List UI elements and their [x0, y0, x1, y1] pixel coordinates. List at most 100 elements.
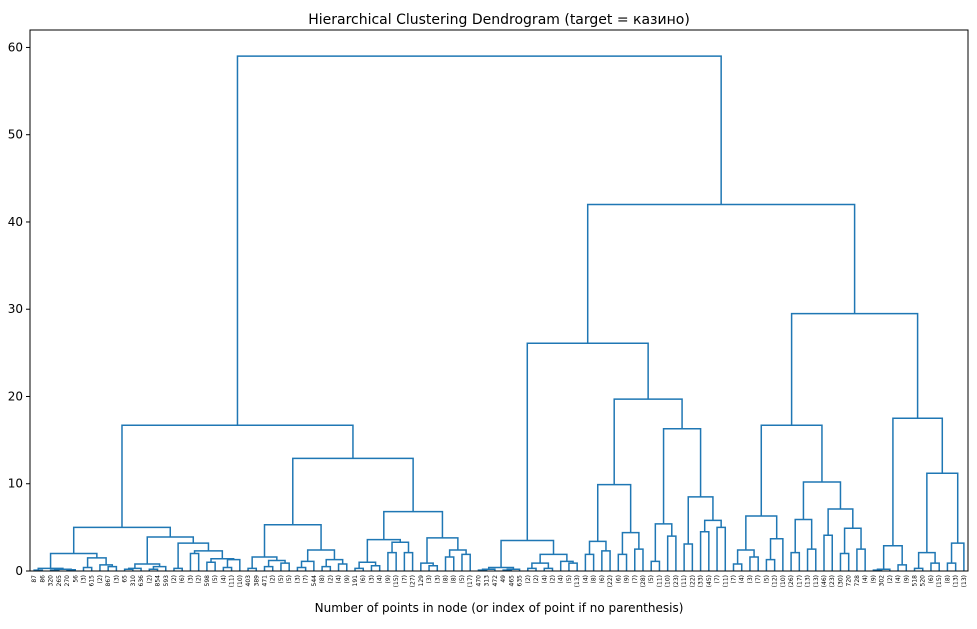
leaf-label: (30) — [837, 575, 844, 587]
leaf-label: (45) — [706, 575, 713, 587]
leaf-label: (3) — [426, 575, 433, 584]
link — [745, 515, 778, 551]
leaf-label: 389 — [253, 575, 260, 587]
link — [210, 558, 235, 563]
link — [148, 568, 159, 571]
leaf-label: (4) — [582, 575, 589, 584]
link — [806, 548, 817, 571]
link — [687, 496, 714, 544]
link — [802, 481, 842, 520]
link — [86, 557, 107, 568]
leaf-label: (3) — [747, 575, 754, 584]
link — [251, 556, 278, 569]
leaf-label: (7) — [632, 575, 639, 584]
leaf-label: (5) — [459, 575, 466, 584]
link — [856, 548, 866, 571]
link — [292, 457, 414, 525]
leaf-label: (9) — [903, 575, 910, 584]
y-tick-label: 10 — [8, 477, 23, 491]
link — [53, 568, 72, 571]
leaf-label: (27) — [410, 575, 417, 587]
leaf-label: (4) — [862, 575, 869, 584]
link — [321, 565, 332, 571]
leaf-label: 867 — [105, 575, 112, 587]
link — [662, 428, 702, 524]
leaf-label: (33) — [698, 575, 705, 587]
leaf-label: (9) — [870, 575, 877, 584]
link — [823, 534, 833, 571]
link — [843, 527, 862, 554]
link — [236, 55, 722, 426]
link — [263, 565, 274, 571]
link — [383, 510, 444, 540]
leaf-label: (5) — [763, 575, 770, 584]
link — [99, 564, 114, 571]
leaf-label: 320 — [48, 575, 55, 587]
link — [403, 551, 414, 571]
leaf-label: (8) — [944, 575, 951, 584]
plot-frame — [29, 29, 969, 572]
leaf-label: 129 — [418, 575, 425, 587]
link — [596, 483, 632, 542]
y-tick-label: 60 — [8, 40, 23, 54]
leaf-label: (15) — [393, 575, 400, 587]
leaf-label: (5) — [566, 575, 573, 584]
leaf-label: (2) — [146, 575, 153, 584]
link — [839, 552, 850, 571]
link — [559, 560, 574, 571]
link — [107, 565, 118, 571]
leaf-label: (5) — [212, 575, 219, 584]
leaf-label: (2) — [887, 575, 894, 584]
leaf-label: (4) — [377, 575, 384, 584]
leaf-label: (13) — [953, 575, 960, 587]
leaf-label: (17) — [796, 575, 803, 587]
leaf-label: (2) — [327, 575, 334, 584]
link — [749, 556, 759, 571]
leaf-label: (17) — [467, 575, 474, 587]
link — [366, 538, 402, 563]
link — [790, 551, 801, 571]
leaf-label: (22) — [689, 575, 696, 587]
leaf-label: (28) — [640, 575, 647, 587]
chart-title: Hierarchical Clustering Dendrogram (targ… — [308, 12, 690, 28]
link — [531, 562, 550, 569]
leaf-label: (9) — [624, 575, 631, 584]
link — [586, 203, 856, 344]
link — [337, 563, 348, 571]
leaf-label: (7) — [303, 575, 310, 584]
leaf-label: (5) — [278, 575, 285, 584]
leaf-label: (12) — [772, 575, 779, 587]
leaf-label: 86 — [39, 575, 46, 583]
leaf-label: (11) — [722, 575, 729, 587]
leaf-label: (3) — [434, 575, 441, 584]
leaf-label: 471 — [262, 575, 269, 587]
leaf-label: (5) — [286, 575, 293, 584]
leaf-label: 265 — [56, 575, 63, 587]
leaf-label: (13) — [813, 575, 820, 587]
leaf-label: 302 — [879, 575, 886, 587]
leaf-label: (10) — [780, 575, 787, 587]
leaf-label: 56 — [72, 575, 79, 583]
leaf-label: (2) — [196, 575, 203, 584]
link — [177, 542, 210, 569]
link — [121, 424, 354, 528]
x-axis-label: Number of points in node (or index of po… — [315, 601, 684, 615]
link — [760, 424, 823, 517]
leaf-label: 65 — [122, 575, 129, 583]
leaf-label: (4) — [541, 575, 548, 584]
link — [950, 542, 965, 571]
link — [621, 531, 640, 555]
y-tick-label: 40 — [8, 215, 23, 229]
link — [487, 566, 515, 570]
link — [189, 552, 200, 571]
link — [426, 537, 459, 564]
leaf-label: (3) — [113, 575, 120, 584]
link — [72, 526, 172, 554]
leaf-label: 720 — [846, 575, 853, 587]
leaf-label: (4) — [739, 575, 746, 584]
leaf-label: (2) — [549, 575, 556, 584]
leaf-label: 270 — [64, 575, 71, 587]
leaf-label: (3) — [294, 575, 301, 584]
leaf-label: (13) — [574, 575, 581, 587]
